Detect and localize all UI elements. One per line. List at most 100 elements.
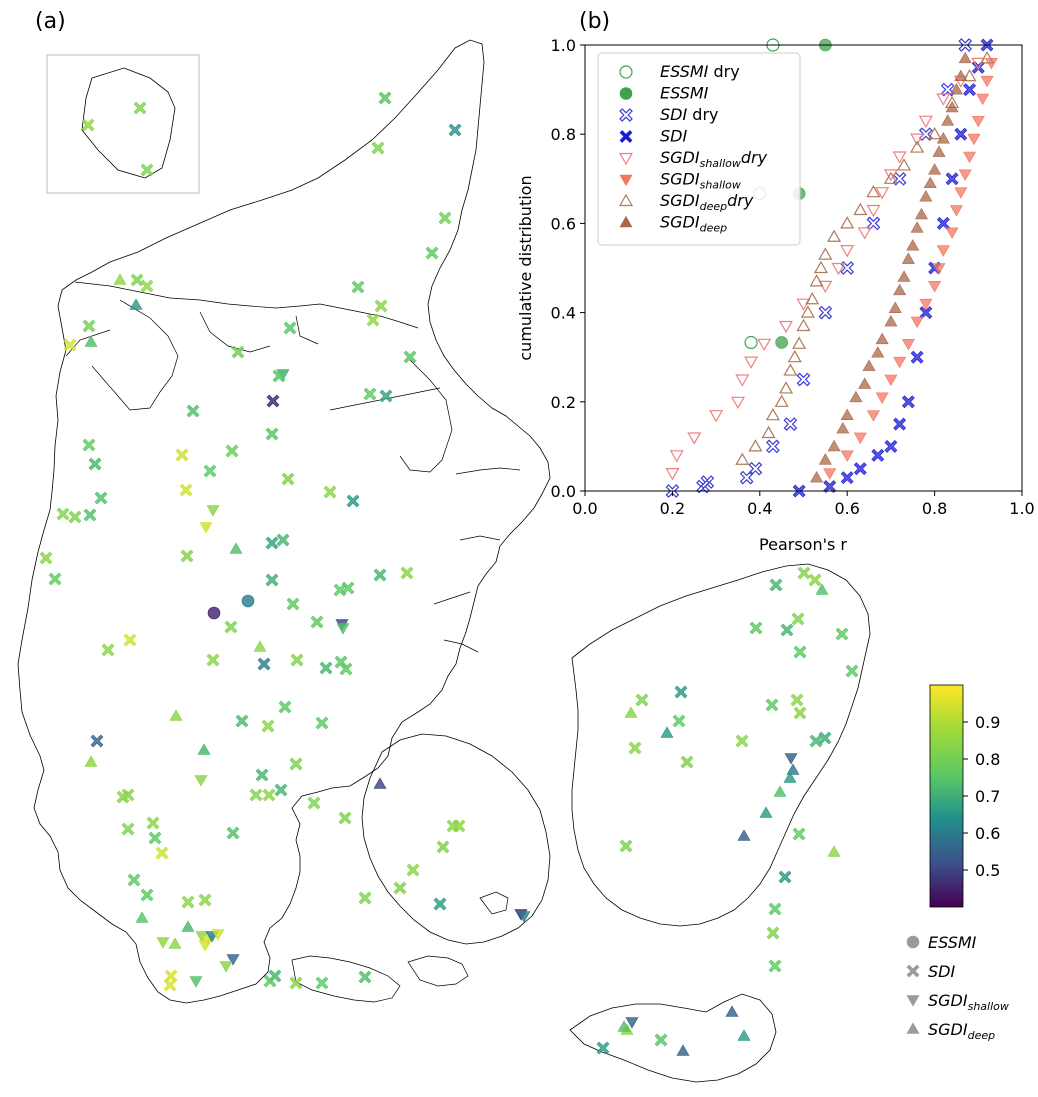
cdf-point <box>748 461 763 476</box>
cdf-point <box>971 116 985 128</box>
map-legend-label: SGDIdeep <box>928 1020 995 1042</box>
cdf-point <box>665 484 680 498</box>
map-marker-triangle-down <box>156 937 170 949</box>
map-marker-cross <box>56 507 70 521</box>
cdf-point <box>941 114 955 126</box>
map-marker-cross <box>121 788 135 802</box>
cdf-point <box>687 432 702 445</box>
map-marker-triangle-up <box>84 335 98 347</box>
map-marker-cross <box>818 731 832 745</box>
map-marker-cross <box>371 141 385 155</box>
cdf-point <box>783 363 798 376</box>
lolland-falster-outline <box>569 993 777 1083</box>
map-marker-cross <box>255 768 269 782</box>
cdf-legend-marker <box>618 193 634 207</box>
cdf-point <box>919 298 933 311</box>
cdf-point <box>866 184 881 198</box>
cdf-point <box>805 292 820 305</box>
cdf-point <box>787 349 802 363</box>
cdf-point <box>949 205 963 217</box>
map-marker-cross <box>835 627 849 641</box>
cdf-point <box>853 462 867 476</box>
map-marker-triangle-down <box>198 940 212 952</box>
map-marker-cross <box>778 870 792 884</box>
cdf-point <box>827 439 841 452</box>
map-marker-cross <box>436 840 450 854</box>
map-marker-cross <box>438 211 452 225</box>
map-marker-triangle-up <box>373 777 387 789</box>
cdf-legend-marker <box>619 174 633 187</box>
cdf-legend-label: SGDIshallow <box>660 170 741 192</box>
map-marker-cross <box>425 246 439 260</box>
map-marker-cross <box>133 101 147 115</box>
map-marker-cross <box>265 427 279 441</box>
map-marker-triangle-down <box>199 522 213 534</box>
cdf-legend-box <box>597 52 801 246</box>
map-marker-cross <box>672 714 686 728</box>
map-marker-cross <box>179 483 193 497</box>
map-legend-label: ESSMI <box>928 933 977 952</box>
map-marker-cross <box>281 472 295 486</box>
map-marker-triangle-up <box>660 726 674 738</box>
map-marker-triangle-down <box>194 775 208 787</box>
cdf-point <box>918 115 933 129</box>
map-marker-cross <box>845 664 859 678</box>
map-marker-triangle-up <box>253 640 267 652</box>
cdf-ytick-label: 0.0 <box>551 482 576 501</box>
cdf-point <box>796 318 811 332</box>
map-marker-cross <box>225 444 239 458</box>
map-marker-cross <box>180 549 194 563</box>
map-marker-triangle-up <box>676 1044 690 1056</box>
map-marker-cross <box>338 811 352 825</box>
cdf-point <box>827 229 842 242</box>
cdf-point <box>862 359 876 371</box>
map-marker-triangle-up <box>624 706 638 718</box>
cdf-point <box>823 480 837 493</box>
map-marker-cross <box>768 959 782 973</box>
cdf-series-sdi <box>792 38 994 498</box>
cdf-panel: (b) 0.0 0.2 0.4 0.6 0.8 1.0 0.0 0.2 0.4 0.6 0.8 1.0… <box>516 9 1035 554</box>
map-marker-cross <box>315 976 329 990</box>
map-legend-marker-circle <box>906 935 920 949</box>
cdf-point <box>963 151 977 164</box>
map-marker-cross <box>363 387 377 401</box>
cdf-point <box>958 51 972 64</box>
map-marker-cross <box>346 494 360 508</box>
map-marker-cross <box>319 661 333 675</box>
map-marker-cross <box>797 566 811 580</box>
map-marker-cross <box>265 573 279 587</box>
cdf-point <box>800 305 815 318</box>
cdf-point <box>748 439 763 452</box>
map-marker-triangle-up <box>737 829 751 841</box>
cdf-point <box>914 207 929 220</box>
cdf-point <box>932 263 946 275</box>
map-marker-cross <box>366 313 380 327</box>
map-marker-triangle-down <box>219 961 233 973</box>
map-marker-cross <box>793 645 807 659</box>
islands-south-outline <box>291 891 509 1003</box>
cdf-point <box>818 280 833 294</box>
cdf-point <box>910 140 925 153</box>
cdf-point <box>840 450 854 462</box>
cdf-point <box>954 69 968 82</box>
map-marker-cross <box>379 389 393 403</box>
map-marker-cross <box>735 734 749 748</box>
map-marker-cross <box>155 846 169 860</box>
map-marker-cross <box>272 369 286 383</box>
map-marker-cross <box>769 578 783 592</box>
cdf-point <box>792 336 807 349</box>
map-marker-cross <box>768 902 782 916</box>
cdf-series-sgdi-deep <box>810 51 972 483</box>
east-fjords-outline <box>329 359 521 653</box>
cdf-point <box>971 57 986 71</box>
cdf-point <box>875 332 889 345</box>
map-marker-triangle-up <box>197 743 211 755</box>
map-marker-cross <box>393 881 407 895</box>
map-marker-cross <box>231 345 245 359</box>
cdf-point <box>809 274 824 287</box>
cdf-point <box>765 407 780 421</box>
cdf-point <box>910 221 924 233</box>
map-marker-triangle-up <box>617 1020 631 1032</box>
map-marker-cross <box>82 319 96 333</box>
